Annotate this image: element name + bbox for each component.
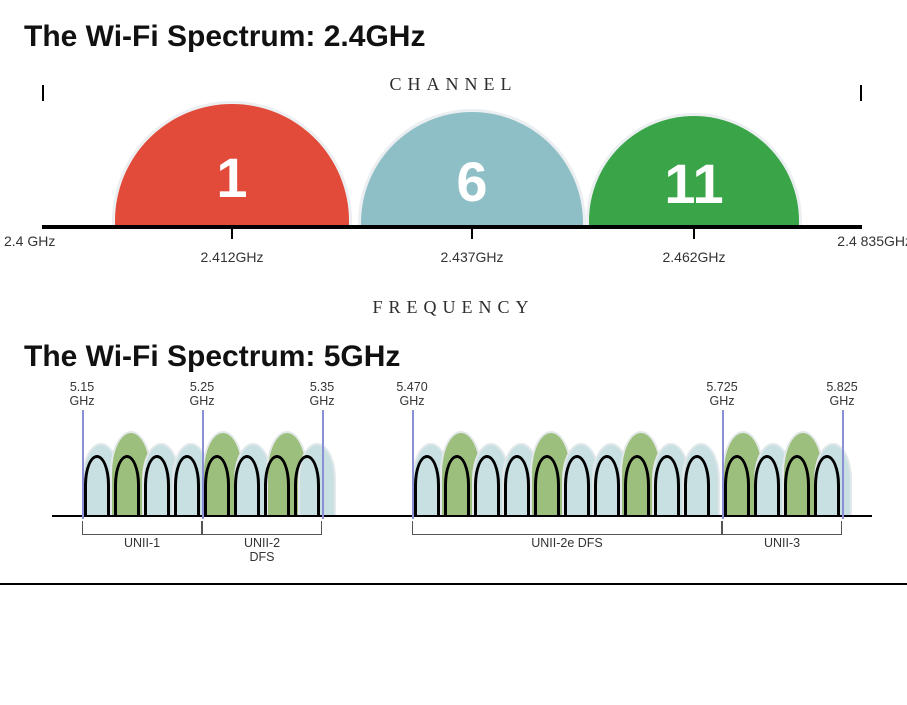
freq-marker-line (82, 410, 84, 519)
band-bracket (722, 521, 842, 535)
band-bracket (412, 521, 722, 535)
freq-marker-line (412, 410, 414, 519)
freq-marker-line (322, 410, 324, 519)
freq-marker-line (842, 410, 844, 519)
axis-24ghz-wrap: 1611 2.4 GHz 2.4 835GHz 2.412GHz2.437GHz… (42, 99, 862, 273)
channel-lobe-outline (534, 455, 560, 515)
channel-lobe-outline (504, 455, 530, 515)
channel-lobe-outline (84, 455, 110, 515)
channel-hump-11: 11 (586, 113, 802, 225)
freq-marker-label: 5.15GHz (70, 380, 95, 409)
heading-channel: CHANNEL (24, 74, 883, 95)
channel-lobe-outline (444, 455, 470, 515)
channel-lobe-outline (174, 455, 200, 515)
channel-lobe-outline (144, 455, 170, 515)
band-label: UNII-2e DFS (531, 537, 603, 551)
freq-label-row-24: 2.4 GHz 2.4 835GHz 2.412GHz2.437GHz2.462… (42, 229, 862, 273)
channel-lobe-outline (114, 455, 140, 515)
channel-lobe-outline (814, 455, 840, 515)
title-5ghz: The Wi-Fi Spectrum: 5GHz (24, 340, 883, 374)
freq-marker-label: 5.470GHz (396, 380, 427, 409)
freq-marker-label: 5.25GHz (190, 380, 215, 409)
title-24ghz: The Wi-Fi Spectrum: 2.4GHz (24, 20, 883, 54)
channel-lobe-outline (204, 455, 230, 515)
channel-lobe-outline (474, 455, 500, 515)
freq-marker-line (722, 410, 724, 519)
spectrum-24ghz-section: The Wi-Fi Spectrum: 2.4GHz CHANNEL 1611 … (24, 20, 883, 318)
axis-5ghz: 5.15GHz5.25GHz5.35GHz5.470GHz5.725GHz5.8… (52, 422, 872, 517)
band-bracket (202, 521, 322, 535)
freq-marker-label: 5.35GHz (310, 380, 335, 409)
channel-hump-6: 6 (358, 109, 586, 225)
freq-marker-label: 5.725GHz (706, 380, 737, 409)
axis-end-label: 2.4 835GHz (837, 233, 907, 249)
freq-label: 2.462GHz (662, 249, 725, 265)
channel-number-label: 6 (456, 128, 487, 210)
channel-lobe-outline (784, 455, 810, 515)
channel-lobe-outline (724, 455, 750, 515)
band-label: UNII-3 (764, 537, 800, 551)
channel-lobe-outline (594, 455, 620, 515)
freq-label: 2.437GHz (440, 249, 503, 265)
channel-lobe-outline (684, 455, 710, 515)
channel-lobe-outline (414, 455, 440, 515)
axis-start-label: 2.4 GHz (4, 233, 55, 249)
band-label-row: UNII-1UNII-2 DFSUNII-2e DFSUNII-3 (52, 521, 872, 561)
axis-24ghz: 1611 (42, 99, 862, 229)
freq-marker-line (202, 410, 204, 519)
channel-lobe-outline (654, 455, 680, 515)
channel-lobe-outline (264, 455, 290, 515)
spectrum-5ghz-section: The Wi-Fi Spectrum: 5GHz 5.15GHz5.25GHz5… (24, 340, 883, 561)
freq-marker-label: 5.825GHz (826, 380, 857, 409)
channel-number-label: 1 (216, 124, 247, 206)
channel-lobe-outline (624, 455, 650, 515)
channel-lobe-outline (754, 455, 780, 515)
freq-label: 2.412GHz (200, 249, 263, 265)
bottom-divider (0, 583, 907, 585)
axis-5ghz-wrap: 5.15GHz5.25GHz5.35GHz5.470GHz5.725GHz5.8… (52, 422, 872, 561)
band-label: UNII-1 (124, 537, 160, 551)
band-bracket (82, 521, 202, 535)
channel-lobe-outline (234, 455, 260, 515)
channel-hump-1: 1 (112, 101, 352, 225)
channel-number-label: 11 (664, 130, 723, 212)
band-label: UNII-2 DFS (244, 537, 280, 565)
channel-lobe-outline (564, 455, 590, 515)
heading-frequency: FREQUENCY (24, 297, 883, 318)
channel-lobe-outline (294, 455, 320, 515)
